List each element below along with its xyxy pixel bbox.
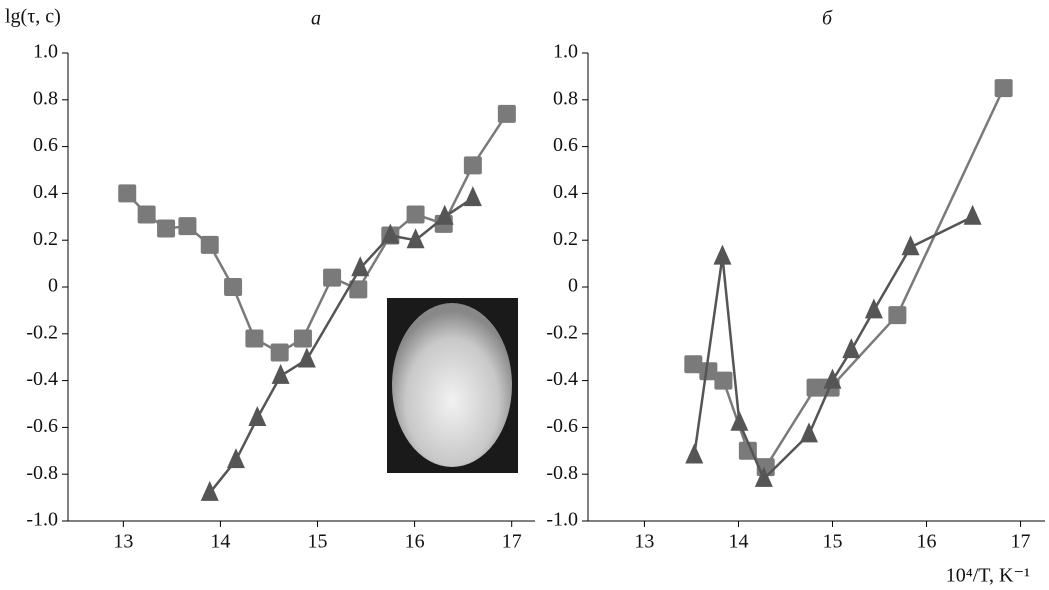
triangle-marker [901, 235, 920, 256]
triangle-marker [297, 347, 316, 368]
series-line [208, 197, 474, 494]
triangle-marker [248, 406, 267, 427]
square-marker [293, 329, 312, 348]
square-marker [157, 219, 176, 238]
triangle-marker [226, 448, 245, 469]
y-tick-label: -0.2 [546, 321, 578, 343]
series-line [126, 113, 508, 354]
triangle-marker [864, 298, 883, 319]
x-tick-label: 17 [502, 531, 522, 553]
triangle-marker [271, 363, 290, 384]
triangle-marker [406, 228, 425, 249]
square-marker [137, 205, 156, 224]
y-tick-label: -1.0 [26, 509, 58, 531]
square-marker [349, 280, 368, 299]
x-tick-label: 13 [634, 531, 654, 553]
y-tick-label: 0.2 [553, 228, 578, 250]
triangle-marker [963, 204, 982, 225]
square-marker [714, 371, 733, 390]
triangle-marker [463, 186, 482, 207]
x-tick-label: 15 [308, 531, 328, 553]
y-tick-label: 0 [48, 275, 58, 297]
x-axis-label: 10⁴/T, K⁻¹ [946, 565, 1030, 587]
square-marker [994, 79, 1013, 98]
y-tick-label: -0.6 [26, 415, 58, 437]
square-marker [200, 235, 219, 254]
y-tick-label: 0 [568, 275, 578, 297]
triangle-marker [351, 256, 370, 277]
y-tick-label: -1.0 [546, 509, 578, 531]
y-tick-label: 0.8 [553, 87, 578, 109]
x-tick-label: 14 [210, 531, 230, 553]
series-line [693, 215, 974, 482]
square-marker [684, 355, 703, 374]
panel-title: а [311, 8, 321, 30]
y-tick-label: 0.8 [33, 87, 58, 109]
y-tick-label: 1.0 [33, 41, 58, 63]
inset-photo [387, 298, 518, 473]
series-line [692, 87, 1005, 470]
x-tick-label: 13 [113, 531, 133, 553]
square-marker [497, 104, 516, 123]
square-marker [323, 268, 342, 287]
square-marker [118, 184, 137, 203]
y-tick-label: -0.2 [26, 321, 58, 343]
square-marker [463, 156, 482, 175]
y-tick-label: 0.6 [553, 134, 578, 156]
square-marker [806, 378, 825, 397]
square-marker [406, 205, 425, 224]
y-tick-label: 0.4 [33, 181, 58, 203]
triangle-marker [799, 422, 818, 443]
y-tick-label: 0.4 [553, 181, 578, 203]
square-marker [270, 343, 289, 362]
square-marker [178, 217, 197, 236]
triangle-marker [842, 338, 861, 359]
x-tick-label: 15 [822, 531, 842, 553]
square-marker [224, 278, 243, 296]
y-tick-label: 0.2 [33, 228, 58, 250]
y-tick-label: -0.4 [546, 368, 578, 390]
x-tick-label: 14 [728, 531, 748, 553]
panel-title: б [822, 8, 833, 30]
triangle-marker [381, 223, 400, 244]
triangle-marker [435, 204, 454, 225]
y-axis-label: lg(τ, c) [5, 6, 61, 28]
y-tick-label: -0.8 [26, 462, 58, 484]
square-marker [888, 306, 907, 325]
x-tick-label: 16 [917, 531, 937, 553]
triangle-marker [713, 244, 732, 265]
square-marker [245, 329, 264, 348]
y-tick-label: 1.0 [553, 41, 578, 63]
x-tick-label: 16 [405, 531, 425, 553]
triangle-marker [754, 466, 773, 487]
x-tick-label: 17 [1011, 531, 1031, 553]
y-tick-label: -0.4 [26, 368, 58, 390]
triangle-marker [730, 410, 749, 431]
y-tick-label: -0.6 [546, 415, 578, 437]
square-marker [699, 362, 718, 381]
y-tick-label: -0.8 [546, 462, 578, 484]
triangle-marker [200, 480, 219, 501]
triangle-marker [823, 368, 842, 389]
triangle-marker [685, 443, 704, 464]
y-tick-label: 0.6 [33, 134, 58, 156]
